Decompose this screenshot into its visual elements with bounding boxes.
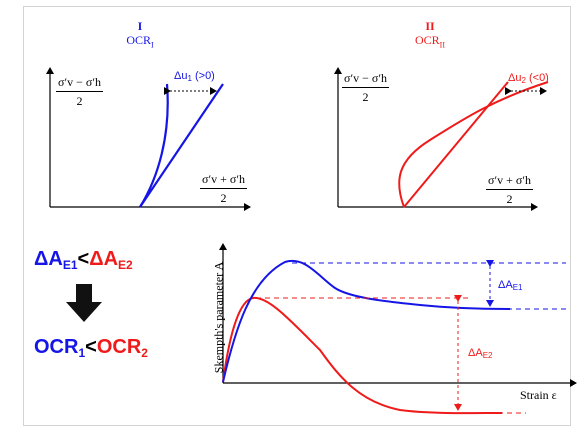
less-than-sign-2: < [85, 336, 97, 358]
panel-2-roman: II [425, 19, 435, 33]
panel-2-x-axis-label: σ′v + σ′h 2 [486, 173, 533, 206]
panel-1-x-axis-label: σ′v + σ′h 2 [200, 172, 247, 205]
panel-1-ocr: OCRI [126, 32, 154, 50]
panel-1-roman: I [137, 19, 143, 33]
delta-a-e2: ΔAE2 [89, 248, 133, 272]
ocr-comparison: OCR1<OCR2 [34, 336, 148, 360]
panel-2-ocr: OCRII [414, 32, 445, 50]
panel-2-title: II OCRII [408, 19, 452, 50]
panel-2-y-axis-label: σ′v − σ′h 2 [342, 71, 389, 104]
panel-2-curve-straight [403, 81, 509, 208]
panel-2-delta-u-label: Δu2 (<0) [508, 72, 549, 85]
figure-border [23, 6, 571, 426]
skempton-x-axis-label: Strain ε [520, 388, 557, 402]
skempton-red-curve [222, 296, 503, 415]
delta-a-e1: ΔAE1 [34, 248, 78, 272]
panel-1-title: I OCRI [120, 19, 160, 50]
panel-1-delta-u-label: Δu1 (>0) [174, 70, 215, 83]
ocr-2: OCR2 [96, 336, 148, 360]
panel-1-y-axis-label: σ′v − σ′h 2 [56, 75, 103, 108]
delta-ae1-label: ΔAE1 [498, 279, 523, 292]
panel-2-curve-s [398, 81, 549, 208]
less-than-sign-1: < [77, 248, 90, 270]
panel-1-curve-curved [139, 83, 169, 208]
panel-1-curve-straight [139, 83, 224, 208]
ocr-1: OCR1 [34, 336, 86, 360]
delta-a-comparison: ΔAE1<ΔAE2 [34, 248, 133, 272]
skempton-blue-curve [222, 259, 511, 383]
delta-ae2-label: ΔAE2 [468, 347, 493, 360]
down-arrow-icon [66, 284, 102, 322]
